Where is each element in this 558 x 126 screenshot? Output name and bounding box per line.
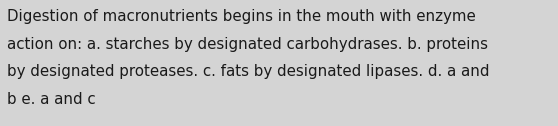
Text: by designated proteases. c. fats by designated lipases. d. a and: by designated proteases. c. fats by desi…: [7, 64, 490, 79]
Text: Digestion of macronutrients begins in the mouth with enzyme: Digestion of macronutrients begins in th…: [7, 9, 476, 24]
Text: action on: a. starches by designated carbohydrases. b. proteins: action on: a. starches by designated car…: [7, 37, 488, 52]
Text: b e. a and c: b e. a and c: [7, 92, 96, 107]
